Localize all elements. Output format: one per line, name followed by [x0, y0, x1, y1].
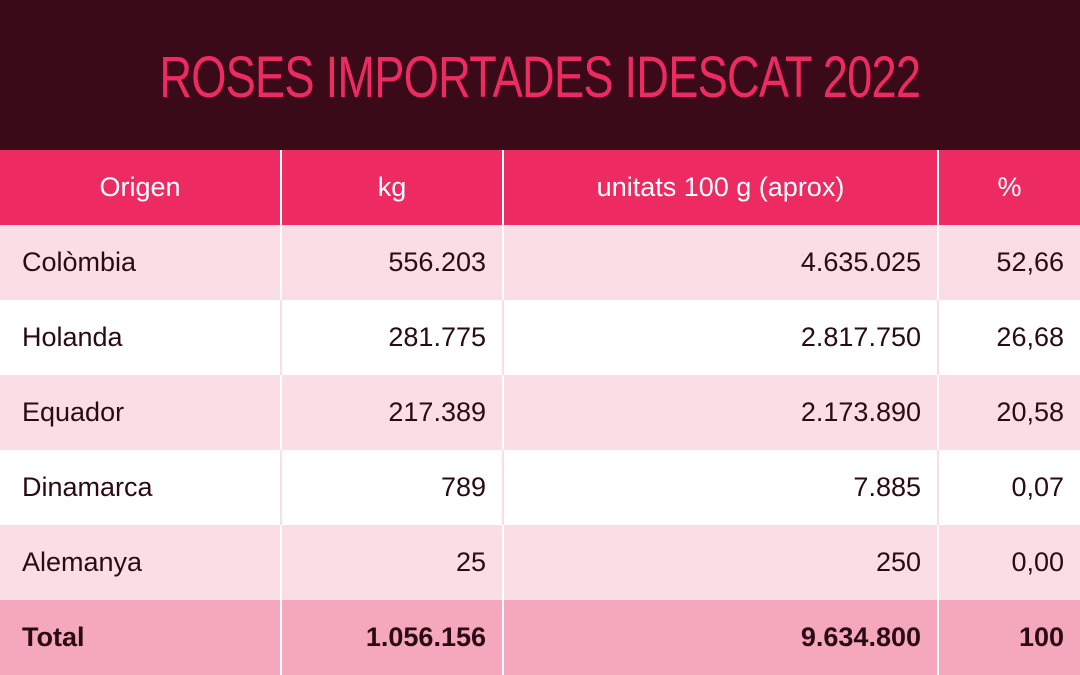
- table-row: Equador 217.389 2.173.890 20,58: [0, 375, 1080, 450]
- cell-unitats: 2.817.750: [503, 300, 939, 375]
- header-row: Origen kg unitats 100 g (aprox) %: [0, 150, 1080, 225]
- total-kg: 1.056.156: [281, 600, 504, 675]
- cell-percent: 26,68: [938, 300, 1080, 375]
- cell-kg: 789: [281, 450, 504, 525]
- cell-unitats: 2.173.890: [503, 375, 939, 450]
- cell-origen: Dinamarca: [0, 450, 282, 525]
- imports-table: Origen kg unitats 100 g (aprox) % Colòmb…: [0, 150, 1080, 675]
- title-banner: ROSES IMPORTADES IDESCAT 2022: [0, 0, 1080, 150]
- cell-unitats: 4.635.025: [503, 225, 939, 300]
- cell-percent: 0,07: [938, 450, 1080, 525]
- total-percent: 100: [938, 600, 1080, 675]
- header-unitats: unitats 100 g (aprox): [503, 150, 939, 225]
- cell-origen: Alemanya: [0, 525, 282, 600]
- cell-origen: Equador: [0, 375, 282, 450]
- header-kg: kg: [281, 150, 504, 225]
- table-row: Holanda 281.775 2.817.750 26,68: [0, 300, 1080, 375]
- cell-kg: 217.389: [281, 375, 504, 450]
- cell-origen: Holanda: [0, 300, 282, 375]
- cell-kg: 25: [281, 525, 504, 600]
- cell-percent: 20,58: [938, 375, 1080, 450]
- total-unitats: 9.634.800: [503, 600, 939, 675]
- cell-kg: 281.775: [281, 300, 504, 375]
- page-title: ROSES IMPORTADES IDESCAT 2022: [159, 44, 922, 110]
- total-row: Total 1.056.156 9.634.800 100: [0, 600, 1080, 675]
- header-origen: Origen: [0, 150, 282, 225]
- cell-kg: 556.203: [281, 225, 504, 300]
- header-percent: %: [938, 150, 1080, 225]
- table-row: Dinamarca 789 7.885 0,07: [0, 450, 1080, 525]
- cell-percent: 52,66: [938, 225, 1080, 300]
- table-row: Alemanya 25 250 0,00: [0, 525, 1080, 600]
- cell-percent: 0,00: [938, 525, 1080, 600]
- cell-origen: Colòmbia: [0, 225, 282, 300]
- table-row: Colòmbia 556.203 4.635.025 52,66: [0, 225, 1080, 300]
- total-label: Total: [0, 600, 282, 675]
- cell-unitats: 250: [503, 525, 939, 600]
- cell-unitats: 7.885: [503, 450, 939, 525]
